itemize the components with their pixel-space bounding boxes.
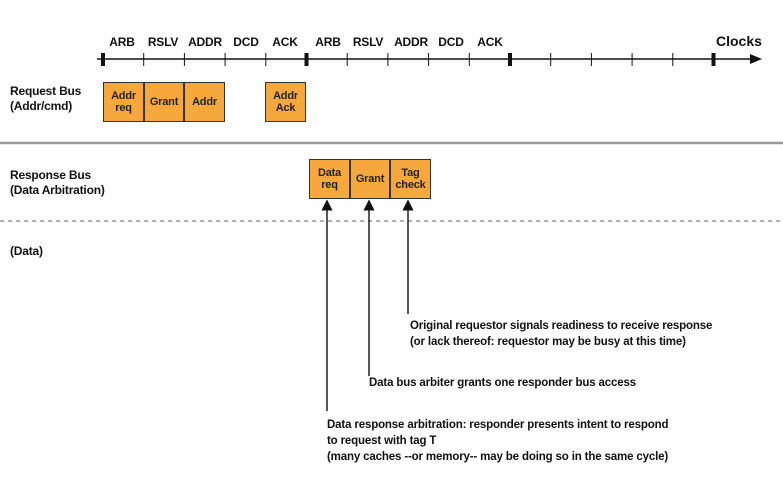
box-text: Addr (273, 90, 298, 102)
tag-check-annotation: Original requestor signals readiness to … (410, 318, 712, 350)
annotation-line: (or lack thereof: requestor may be busy … (410, 336, 686, 348)
request-bus-title: Request Bus (10, 84, 82, 98)
annotation-line: (many caches --or memory-- may be doing … (327, 451, 669, 463)
response-grant-box: Grant (350, 159, 390, 199)
box-text: req (115, 102, 132, 114)
annotation-line: Data response arbitration: responder pre… (327, 419, 669, 431)
box-text: check (395, 179, 426, 191)
addr-ack-box: Addr Ack (265, 82, 306, 122)
grant-box: Grant (144, 82, 184, 122)
response-bus-subtitle: (Data Arbitration) (10, 183, 105, 197)
phase-label: ACK (272, 35, 298, 49)
addr-req-box: Addr req (103, 82, 144, 122)
phase-label: ARB (315, 35, 341, 49)
box-text: req (321, 179, 338, 191)
box-text: Grant (149, 96, 179, 108)
phase-label: ARB (109, 35, 135, 49)
clock-tick-major (101, 53, 105, 66)
clock-axis-arrowhead (750, 54, 762, 64)
box-text: Tag (401, 167, 420, 179)
grant-annotation: Data bus arbiter grants one responder bu… (369, 375, 636, 391)
clock-tick-major (711, 53, 716, 66)
addr-box: Addr (184, 82, 225, 122)
data-req-annotation: Data response arbitration: responder pre… (327, 417, 669, 465)
phase-label: DCD (233, 35, 259, 49)
data-bus-label: (Data) (10, 244, 43, 258)
clocks-axis-label: Clocks (716, 33, 762, 49)
phase-label: ACK (477, 35, 503, 49)
box-text: Addr (192, 96, 217, 108)
phase-label: DCD (438, 35, 464, 49)
annotation-line: Data bus arbiter grants one responder bu… (369, 377, 636, 389)
request-bus-label: Request Bus (Addr/cmd) (10, 84, 81, 114)
box-text: Grant (355, 173, 385, 185)
annotation-line: Original requestor signals readiness to … (410, 320, 713, 332)
clock-tick-major (508, 53, 512, 66)
box-text: Addr (111, 90, 136, 102)
response-bus-label: Response Bus (Data Arbitration) (10, 168, 105, 198)
tag-check-box: Tag check (390, 159, 431, 199)
phase-label: ADDR (188, 35, 222, 49)
box-text: Ack (275, 102, 296, 114)
response-bus-title: Response Bus (10, 168, 91, 182)
box-text: Data (317, 167, 342, 179)
clock-ticks (101, 53, 716, 66)
phase-label: RSLV (147, 35, 179, 49)
phase-label: RSLV (352, 35, 384, 49)
data-req-box: Data req (309, 159, 350, 199)
annotation-line: to request with tag T (327, 435, 437, 447)
clock-tick-major (304, 53, 309, 66)
phase-label: ADDR (394, 35, 428, 49)
request-bus-subtitle: (Addr/cmd) (10, 99, 72, 113)
clock-axis (97, 53, 762, 66)
